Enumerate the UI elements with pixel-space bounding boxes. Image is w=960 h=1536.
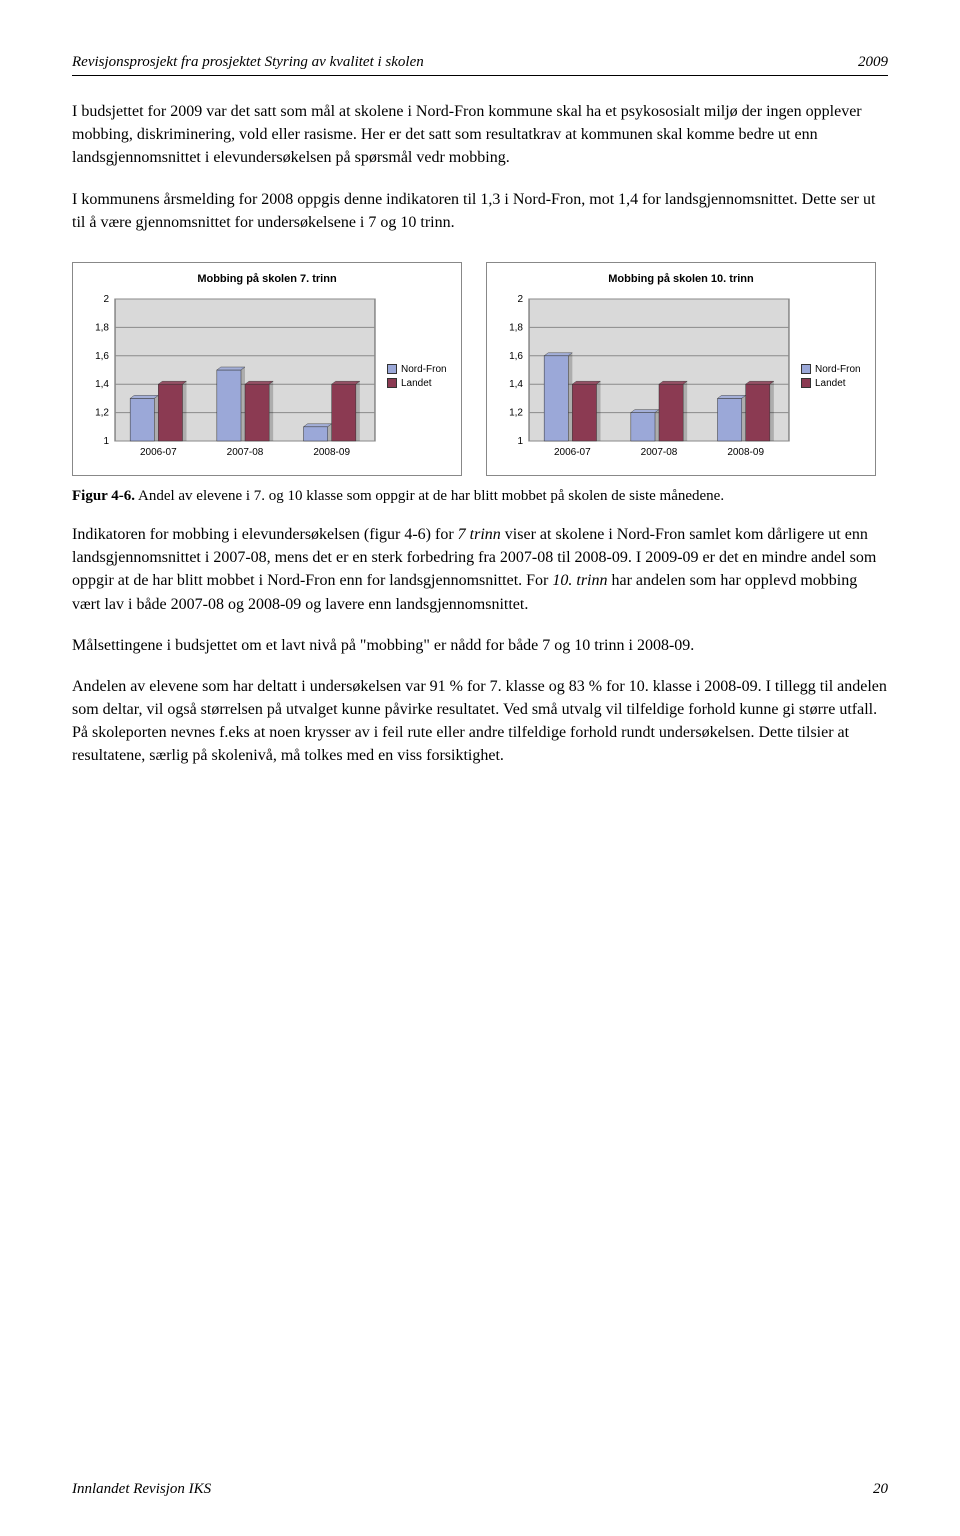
legend-item: Nord-Fron (387, 364, 447, 375)
svg-text:2007-08: 2007-08 (641, 447, 678, 458)
page-header: Revisjonsprosjekt fra prosjektet Styring… (72, 54, 888, 71)
figure-caption: Figur 4-6. Andel av elevene i 7. og 10 k… (72, 488, 888, 505)
figure-label: Figur 4-6. (72, 488, 135, 504)
chart-legend: Nord-Fron Landet (387, 364, 447, 392)
figure-text: Andel av elevene i 7. og 10 klasse som o… (135, 488, 724, 504)
svg-text:2006-07: 2006-07 (140, 447, 177, 458)
legend-swatch-icon (801, 378, 811, 388)
chart-title: Mobbing på skolen 7. trinn (81, 273, 453, 285)
svg-text:2007-08: 2007-08 (227, 447, 264, 458)
svg-text:1: 1 (517, 436, 523, 447)
legend-label: Landet (401, 378, 432, 389)
footer-page: 20 (873, 1481, 888, 1498)
svg-text:1,2: 1,2 (509, 408, 523, 419)
svg-text:1,4: 1,4 (509, 379, 523, 390)
footer-left: Innlandet Revisjon IKS (72, 1481, 211, 1498)
svg-text:1,6: 1,6 (509, 351, 523, 362)
svg-text:1,8: 1,8 (95, 322, 109, 333)
header-right: 2009 (858, 54, 888, 71)
header-rule (72, 75, 888, 76)
legend-swatch-icon (387, 364, 397, 374)
paragraph-2: I kommunens årsmelding for 2008 oppgis d… (72, 188, 888, 234)
charts-row: Mobbing på skolen 7. trinn 1 1,2 1,4 1,6 1,8… (72, 262, 888, 476)
legend-label: Landet (815, 378, 846, 389)
legend-swatch-icon (801, 364, 811, 374)
paragraph-3: Indikatoren for mobbing i elevundersøkel… (72, 523, 888, 616)
chart-10-trinn: Mobbing på skolen 10. trinn 1 1,2 1,4 1,6 1,… (486, 262, 876, 476)
svg-text:2008-09: 2008-09 (313, 447, 350, 458)
svg-text:1,2: 1,2 (95, 408, 109, 419)
legend-swatch-icon (387, 378, 397, 388)
legend-item: Landet (387, 378, 447, 389)
paragraph-4: Målsettingene i budsjettet om et lavt ni… (72, 634, 888, 657)
svg-text:1,6: 1,6 (95, 351, 109, 362)
paragraph-1: I budsjettet for 2009 var det satt som m… (72, 100, 888, 170)
svg-text:1: 1 (103, 436, 109, 447)
chart-title: Mobbing på skolen 10. trinn (495, 273, 867, 285)
chart-legend: Nord-Fron Landet (801, 364, 861, 392)
chart-svg: 1 1,2 1,4 1,6 1,8 2 2006-07 2007-08 2008-09 (495, 293, 795, 463)
legend-item: Landet (801, 378, 861, 389)
svg-text:2006-07: 2006-07 (554, 447, 591, 458)
legend-label: Nord-Fron (401, 364, 447, 375)
legend-label: Nord-Fron (815, 364, 861, 375)
chart-svg: 1 1,2 1,4 1,6 1,8 2 2006-07 2007-08 2008-09 (81, 293, 381, 463)
chart-7-trinn: Mobbing på skolen 7. trinn 1 1,2 1,4 1,6 1,8… (72, 262, 462, 476)
svg-text:1,8: 1,8 (509, 322, 523, 333)
svg-text:2: 2 (517, 294, 523, 305)
svg-text:2008-09: 2008-09 (727, 447, 764, 458)
header-left: Revisjonsprosjekt fra prosjektet Styring… (72, 54, 424, 71)
svg-text:2: 2 (103, 294, 109, 305)
svg-text:1,4: 1,4 (95, 379, 109, 390)
paragraph-5: Andelen av elevene som har deltatt i und… (72, 675, 888, 768)
legend-item: Nord-Fron (801, 364, 861, 375)
page-footer: Innlandet Revisjon IKS 20 (72, 1481, 888, 1498)
